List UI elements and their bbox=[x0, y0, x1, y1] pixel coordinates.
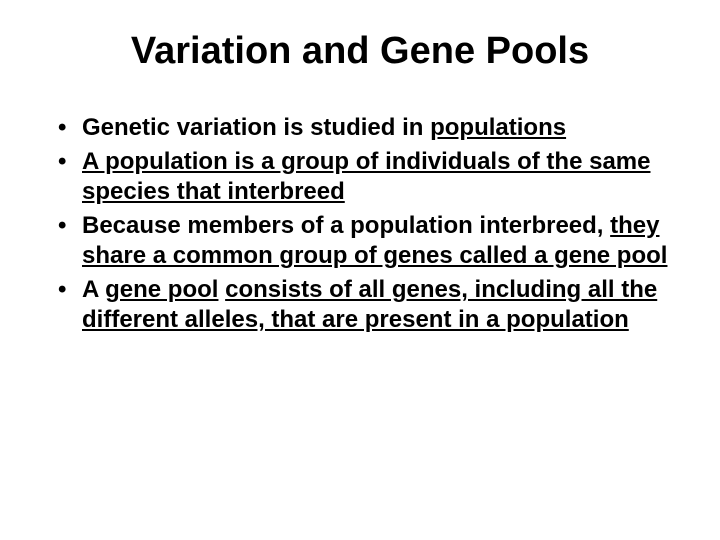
bullet-item: Because members of a population interbre… bbox=[58, 211, 690, 271]
bullet-text: A bbox=[82, 276, 105, 303]
bullet-text: , bbox=[597, 212, 610, 239]
bullet-item: Genetic variation is studied in populati… bbox=[58, 113, 690, 143]
slide-title: Variation and Gene Pools bbox=[30, 30, 690, 73]
bullet-item: A gene pool consists of all genes, inclu… bbox=[58, 275, 690, 335]
bullet-text: Because members of a population interbre… bbox=[82, 212, 597, 239]
bullet-text: Genetic variation is studied in bbox=[82, 114, 430, 141]
bullet-text-underline: gene pool bbox=[105, 276, 218, 303]
bullet-list: Genetic variation is studied in populati… bbox=[30, 113, 690, 335]
bullet-text-underline: A population is a group of individuals o… bbox=[82, 148, 650, 205]
bullet-item: A population is a group of individuals o… bbox=[58, 147, 690, 207]
bullet-text-underline: populations bbox=[430, 114, 566, 141]
